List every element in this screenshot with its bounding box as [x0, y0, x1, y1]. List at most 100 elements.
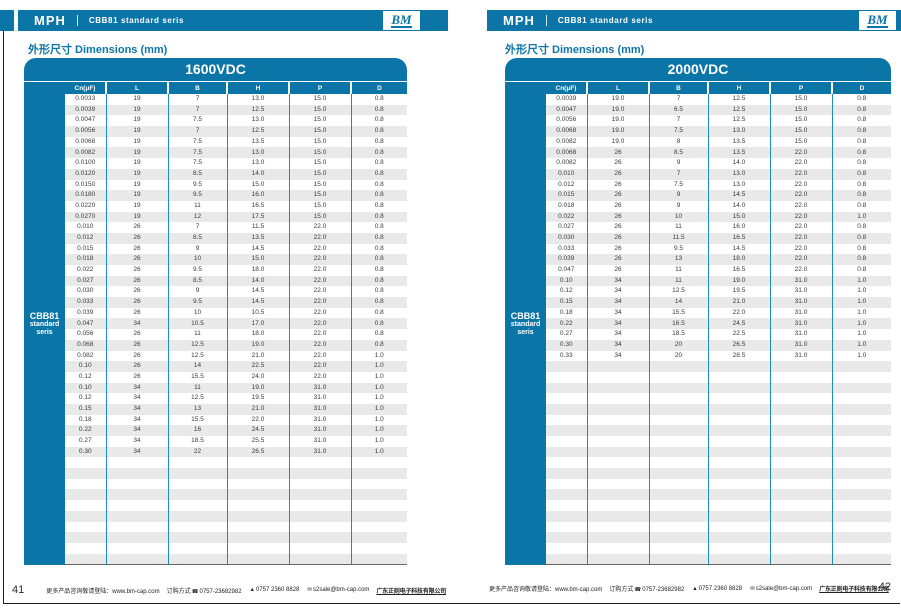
table-cell	[831, 457, 891, 469]
table-cell: 22.0	[288, 275, 351, 287]
dimensions-table-1600vdc: 1600VDC CBB81 standard seris Cn(μF) L B H P D…	[24, 58, 407, 566]
table-cell: 1.0	[831, 339, 891, 351]
table-cell: 7.5	[167, 136, 227, 148]
table-row: 0.022 26 10 15.0 22.0 1.0	[546, 211, 891, 223]
table-cell: 12.5	[226, 104, 289, 116]
table-row-empty	[546, 510, 891, 522]
table-cell: 28.5	[707, 350, 770, 362]
table-cell: 10	[648, 211, 708, 223]
footer-fax: ▲0757 2360 8828	[692, 585, 743, 592]
table-cell: 31.0	[769, 339, 832, 351]
table-cell: 34	[586, 307, 649, 319]
table-row: 0.047 26 11 16.5 22.0 0.8	[546, 265, 891, 276]
table-cell: 34	[586, 339, 649, 351]
table-row: 0.033 26 9.5 14.5 22.0 0.8	[546, 243, 891, 255]
table-cell	[105, 532, 168, 543]
table-cell	[226, 457, 289, 469]
table-cell: 26	[586, 168, 649, 180]
column-header: D	[831, 82, 891, 94]
table-row-empty	[546, 414, 891, 426]
table-row: 0.0068 26 8.5 13.5 22.0 0.8	[546, 147, 891, 159]
table-cell: 0.047	[77, 319, 94, 327]
table-cell: 34	[105, 382, 168, 394]
table-cell	[707, 457, 770, 469]
table-cell: 13.0	[707, 179, 770, 191]
table-cell: 9	[167, 286, 227, 298]
footer-email: ✉s2sale@bm-cap.com	[307, 587, 370, 593]
table-row: 0.12 34 12.5 19.5 31.0 1.0	[546, 286, 891, 298]
table-row: 0.0068 19 7.5 13.5 15.0 0.8	[65, 136, 407, 148]
table-cell: 0.047	[558, 266, 575, 274]
table-row: 0.0033 19 7 13.0 15.0 0.8	[65, 94, 407, 105]
table-cell: 7.5	[167, 158, 227, 169]
table-cell	[226, 500, 289, 511]
table-cell: 0.8	[350, 158, 407, 169]
table-cell: 9.5	[167, 190, 227, 201]
table-cell	[288, 553, 351, 565]
table-cell: 26	[105, 254, 168, 265]
table-cell: 19.0	[586, 104, 649, 116]
column-header: Cn(μF)	[65, 82, 106, 94]
table-cell: 26	[586, 158, 649, 169]
table-cell: 7	[167, 222, 227, 233]
table-cell: 9	[167, 243, 227, 255]
table-cell: 19.0	[586, 136, 649, 148]
table-cell	[586, 478, 649, 490]
table-cell: 14	[648, 297, 708, 308]
table-cell: 7	[167, 94, 227, 105]
table-cell	[707, 382, 770, 394]
table-cell	[546, 522, 587, 533]
table-cell: 31.0	[288, 446, 351, 458]
table-cell: 7	[648, 168, 708, 180]
table-cell	[648, 478, 708, 490]
table-row-empty	[65, 521, 407, 533]
header-divider	[76, 15, 78, 26]
table-cell: 12.5	[707, 104, 770, 116]
table-cell: 0.8	[350, 265, 407, 276]
table-cell: 0.8	[350, 329, 407, 340]
table-cell: 1.0	[350, 446, 407, 458]
table-cell: 22.0	[769, 158, 832, 169]
table-cell: 0.10	[559, 276, 573, 284]
table-cell: 15.0	[226, 179, 289, 191]
table-cell: 22	[167, 446, 227, 458]
table-cell	[648, 382, 708, 394]
table-cell: 15.0	[288, 136, 351, 148]
table-cell	[226, 468, 289, 479]
table-cell	[769, 425, 832, 436]
table-cell	[167, 500, 227, 511]
table-cell	[831, 371, 891, 383]
table-row: 0.10 26 14 22.5 22.0 1.0	[65, 361, 407, 372]
table-cell: 0.018	[77, 255, 94, 263]
table-cell	[288, 478, 351, 490]
bm-logo-text: BM	[391, 11, 412, 28]
table-cell: 0.010	[558, 169, 575, 177]
table-cell: 0.30	[559, 340, 573, 348]
table-cell: 18.0	[707, 254, 770, 265]
table-row: 0.082 26 12.5 21.0 22.0 1.0	[65, 350, 407, 362]
table-row-empty	[65, 468, 407, 479]
table-cell: 0.8	[831, 232, 891, 244]
table-cell: 0.18	[559, 308, 573, 316]
table-cell	[105, 521, 168, 533]
table-cell: 0.22	[78, 426, 92, 434]
table-cell: 19	[105, 136, 168, 148]
table-cell	[586, 468, 649, 479]
company-name: 广东正则电子科技有限公司	[819, 587, 889, 593]
table-cell: 7	[648, 94, 708, 105]
phone-icon: ☎	[634, 587, 642, 593]
table-cell: 26	[586, 179, 649, 191]
table-cell: 0.33	[559, 351, 573, 359]
table-cell: 7.5	[648, 126, 708, 137]
table-cell: 14.5	[707, 243, 770, 255]
table-cell	[648, 361, 708, 372]
table-cell: 15.0	[288, 168, 351, 180]
table-cell: 0.8	[831, 265, 891, 276]
sidebar-line2: standard	[510, 320, 541, 328]
table-row: 0.10 34 11 19.0 31.0 1.0	[546, 275, 891, 287]
column-header: P	[769, 82, 832, 94]
table-cell: 18.5	[648, 329, 708, 340]
table-cell	[648, 489, 708, 501]
table-cell: 19.0	[707, 275, 770, 287]
table-cell: 10.5	[226, 307, 289, 319]
